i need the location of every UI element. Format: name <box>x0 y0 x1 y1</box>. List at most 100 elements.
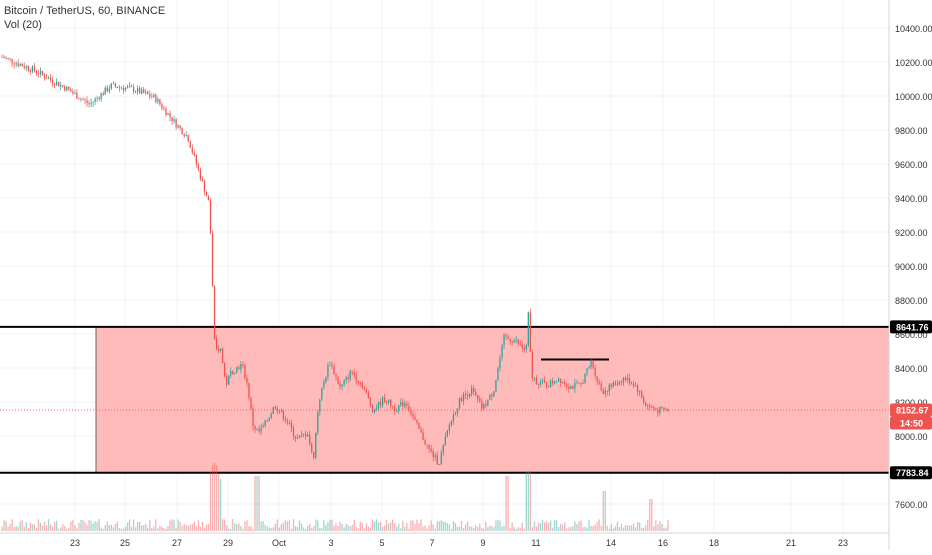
volume-bar <box>649 499 651 531</box>
volume-bar <box>410 520 412 531</box>
volume-bar <box>128 519 131 531</box>
range-box[interactable] <box>95 326 890 474</box>
volume-bar <box>47 519 50 531</box>
candle-body <box>175 119 177 128</box>
volume-bar <box>29 522 31 531</box>
candle-body <box>45 78 48 79</box>
price-tick-label: 10000.00 <box>895 92 932 102</box>
volume-bar <box>509 527 511 531</box>
candle-body <box>578 382 580 384</box>
candle-body <box>134 91 137 93</box>
volume-bar <box>155 519 157 531</box>
candle-body <box>406 403 408 406</box>
candle-body <box>128 86 131 87</box>
volume-bar <box>147 527 149 531</box>
volume-bar <box>242 528 244 531</box>
volume-bar <box>315 519 317 531</box>
candle-body <box>230 371 232 376</box>
candle-body <box>33 66 36 71</box>
candle-body <box>604 390 606 394</box>
candle-body <box>357 380 359 383</box>
volume-bar <box>3 520 5 531</box>
candle-body <box>92 101 94 103</box>
candle-body <box>452 414 455 421</box>
price-axis[interactable]: 10400.00 10200.00 10000.00 9800.00 9600.00 94… <box>895 24 932 510</box>
volume-bar <box>45 525 48 531</box>
candle-body <box>610 384 612 387</box>
candle-body <box>31 66 34 72</box>
volume-bar <box>574 521 576 531</box>
volume-bar <box>418 523 420 531</box>
candle-body <box>56 81 58 86</box>
volume-bar <box>440 520 442 531</box>
candle-body <box>359 382 361 384</box>
volume-bar <box>163 528 165 531</box>
volume-bar <box>657 524 659 531</box>
candle-body <box>408 405 410 411</box>
candle-body <box>525 345 527 350</box>
volume-bar <box>276 519 278 531</box>
candle-body <box>379 401 382 406</box>
volume-bar <box>359 521 361 531</box>
volume-bar <box>197 520 200 531</box>
candle-body <box>377 401 380 409</box>
volume-bar <box>313 526 315 531</box>
candle-body <box>23 66 25 68</box>
volume-bar <box>576 524 578 531</box>
volume-bar <box>529 471 531 531</box>
candle-body <box>641 391 643 398</box>
volume-bar <box>215 465 218 531</box>
candle-body <box>11 59 13 64</box>
candle-body <box>560 378 562 383</box>
range-bottom-price-tag: 7783.84 <box>890 466 932 480</box>
candle-body <box>311 443 313 453</box>
candle-body <box>487 399 489 406</box>
volume-bar <box>568 527 570 531</box>
candle-body <box>535 377 538 385</box>
candle-body <box>349 371 351 380</box>
volume-bar <box>412 520 414 531</box>
candle-body <box>27 66 29 71</box>
volume-bar <box>254 476 256 531</box>
volume-bar <box>531 527 534 531</box>
price-tick-label: 10400.00 <box>895 24 932 34</box>
volume-bar <box>250 526 252 531</box>
candle-body <box>331 364 333 367</box>
candle-body <box>270 413 272 418</box>
candle-body <box>618 381 621 385</box>
volume-bar <box>171 519 173 531</box>
time-axis[interactable]: 23 25 27 29 Oct 3 5 7 9 11 14 16 18 21 23 <box>70 538 848 548</box>
volume-bar <box>217 474 220 531</box>
volume-bar <box>219 479 222 531</box>
candle-body <box>592 360 594 368</box>
volume-bar <box>667 519 669 531</box>
volume-bar <box>466 521 469 531</box>
candle-body <box>116 86 119 88</box>
volume-bar <box>521 522 523 531</box>
bar-countdown-label: 14:50 <box>900 419 923 429</box>
candle-body <box>296 437 299 439</box>
volume-bar <box>60 527 62 531</box>
symbol-title[interactable]: Bitcoin / TetherUS, 60, BINANCE <box>4 5 166 17</box>
volume-bar <box>639 522 641 531</box>
volume-bar <box>442 521 444 531</box>
volume-bar <box>268 527 270 531</box>
volume-bar <box>173 519 175 531</box>
volume-bar <box>296 526 299 531</box>
candle-body <box>556 381 558 383</box>
candle-body <box>501 345 503 358</box>
candle-body <box>385 401 388 403</box>
volume-bar <box>365 523 368 531</box>
volume-indicator-title[interactable]: Vol (20) <box>4 19 42 31</box>
volume-bar <box>438 521 440 531</box>
volume-bar <box>588 519 590 531</box>
candle-body <box>122 88 125 91</box>
volume-bar <box>304 528 307 531</box>
candle-body <box>392 406 394 408</box>
price-tick-label: 8200.00 <box>895 398 928 408</box>
volume-bar <box>256 476 258 531</box>
candle-body <box>272 407 274 414</box>
candle-body <box>347 377 349 380</box>
